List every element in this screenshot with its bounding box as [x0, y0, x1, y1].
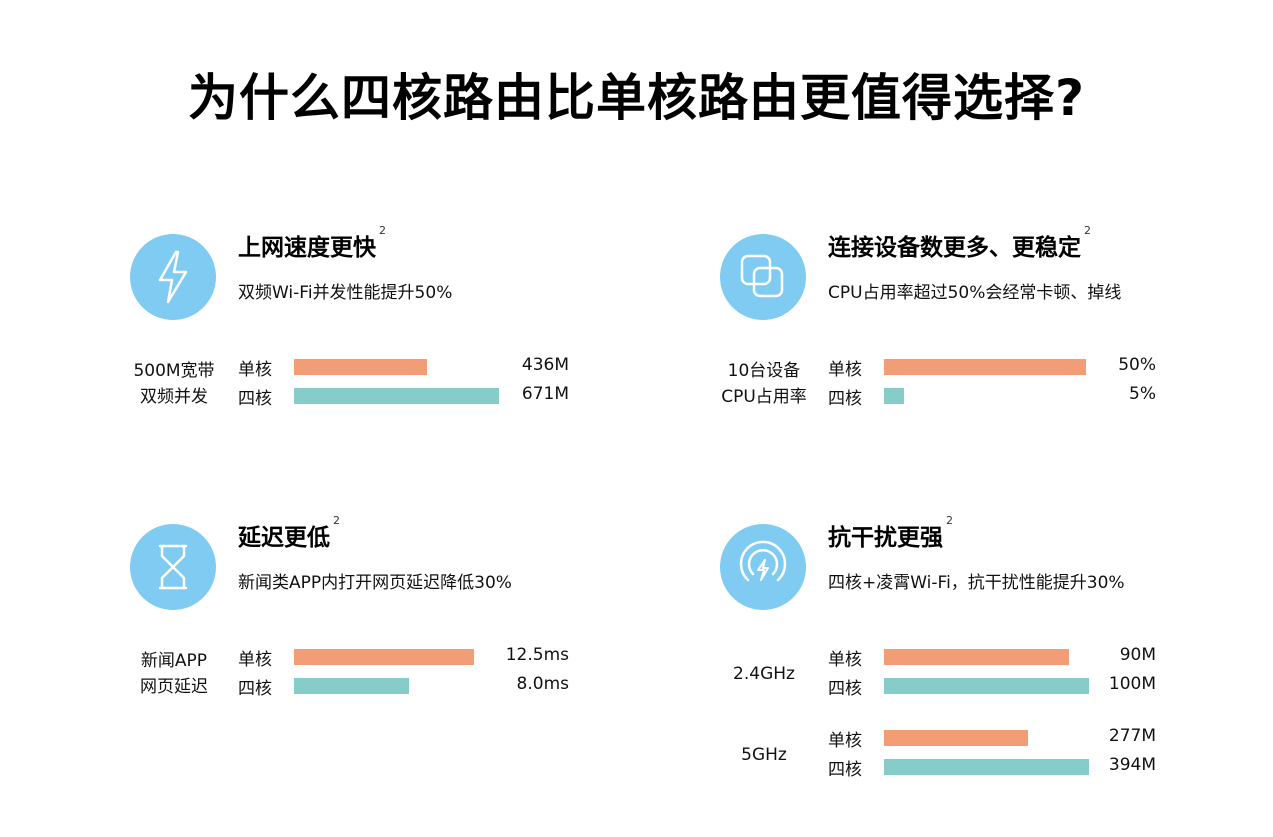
bar-category-label: 四核 — [828, 679, 862, 699]
footnote-marker: 2 — [1084, 224, 1091, 237]
bar-value-label: 12.5ms — [505, 645, 569, 665]
chart-group-label-line: 新闻APP — [140, 650, 208, 671]
bar-category-label: 四核 — [238, 679, 272, 699]
bar-category-label: 单核 — [828, 650, 862, 670]
bar-category-label: 四核 — [828, 760, 862, 780]
bar-value-label: 436M — [521, 355, 569, 375]
chart-group-label-line: 10台设备 — [727, 360, 801, 381]
bar-single-core — [884, 359, 1086, 375]
lightning-icon — [130, 234, 216, 320]
bar-value-label: 5% — [1129, 384, 1156, 404]
panel-title-devices: 连接设备数更多、更稳定2 — [828, 224, 1091, 261]
bar-category-label: 单核 — [828, 731, 862, 751]
bar-value-label: 50% — [1118, 355, 1156, 375]
chart-group-label: 500M宽带 双频并发 — [114, 358, 234, 410]
bar-category-label: 单核 — [828, 360, 862, 380]
panel-subtitle-latency: 新闻类APP内打开网页延迟降低30% — [238, 573, 512, 593]
bar-single-core — [884, 649, 1069, 665]
panel-title-latency: 延迟更低2 — [238, 514, 340, 551]
bar-quad-core — [884, 678, 1089, 694]
bar-single-core — [884, 730, 1029, 746]
chart-group-label: 新闻APP 网页延迟 — [114, 648, 234, 700]
bar-value-label: 100M — [1108, 674, 1156, 694]
chart-group-label-line: 2.4GHz — [733, 663, 795, 684]
panel-subtitle-speed: 双频Wi-Fi并发性能提升50% — [238, 283, 453, 303]
bar-quad-core — [884, 759, 1089, 775]
bar-quad-core — [884, 388, 905, 404]
chart-group-label: 2.4GHz — [704, 661, 824, 687]
chart-group-label: 10台设备 CPU占用率 — [704, 358, 824, 410]
chart-group-label-line: 双频并发 — [140, 386, 208, 407]
panel-title-speed: 上网速度更快2 — [238, 224, 386, 261]
bar-value-label: 8.0ms — [516, 674, 569, 694]
chart-group-label-line: CPU占用率 — [721, 386, 807, 407]
chart-group-label: 5GHz — [704, 742, 824, 768]
footnote-marker: 2 — [379, 224, 386, 237]
chart-group-label-line: 5GHz — [741, 744, 787, 765]
panel-title-interference: 抗干扰更强2 — [828, 514, 953, 551]
footnote-marker: 2 — [333, 514, 340, 527]
bar-category-label: 四核 — [238, 389, 272, 409]
bar-category-label: 四核 — [828, 389, 862, 409]
overlapping-squares-icon — [720, 234, 806, 320]
bar-category-label: 单核 — [238, 650, 272, 670]
bar-value-label: 90M — [1119, 645, 1156, 665]
bar-value-label: 277M — [1108, 726, 1156, 746]
hourglass-icon — [130, 524, 216, 610]
bar-quad-core — [294, 678, 410, 694]
page-title: 为什么四核路由比单核路由更值得选择? — [187, 69, 1085, 127]
bar-value-label: 394M — [1108, 755, 1156, 775]
bar-value-label: 671M — [521, 384, 569, 404]
signal-lightning-icon — [720, 524, 806, 610]
bar-quad-core — [294, 388, 499, 404]
bar-single-core — [294, 359, 428, 375]
chart-group-label-line: 网页延迟 — [140, 676, 208, 697]
bar-category-label: 单核 — [238, 360, 272, 380]
panel-subtitle-interference: 四核+凌霄Wi-Fi，抗干扰性能提升30% — [828, 573, 1125, 593]
bar-single-core — [294, 649, 474, 665]
footnote-marker: 2 — [946, 514, 953, 527]
chart-group-label-line: 500M宽带 — [133, 360, 215, 381]
panel-subtitle-devices: CPU占用率超过50%会经常卡顿、掉线 — [828, 283, 1122, 303]
